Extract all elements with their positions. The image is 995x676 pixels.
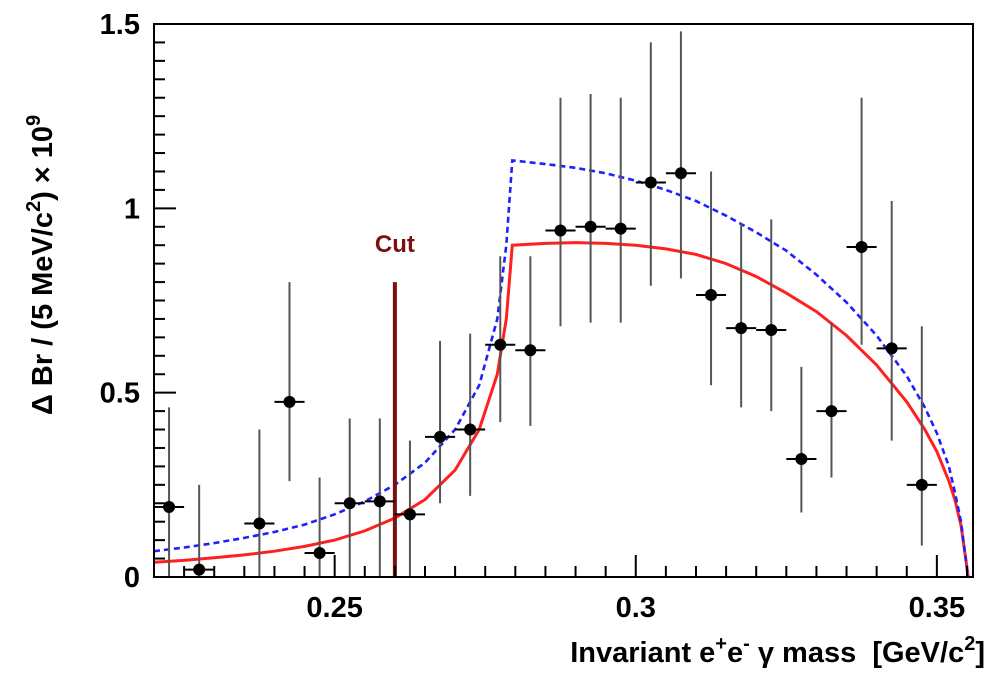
plot-frame <box>153 23 974 578</box>
x-axis-title: Invariant e+e- γ mass [GeV/c2] <box>570 633 985 669</box>
y-title-part: Δ Br / (5 MeV/c <box>27 212 59 415</box>
tick-labels: 0.25 0.3 0.35 0 0.5 1 1.5 <box>100 9 965 624</box>
x-title-part: e <box>727 637 743 669</box>
y-tick-label: 1.5 <box>100 9 140 41</box>
y-title-part: ) × 10 <box>27 126 59 201</box>
data-marker <box>735 322 748 335</box>
x-tick-label: 0.25 <box>306 592 362 624</box>
data-marker <box>373 495 386 508</box>
data-marker <box>705 288 718 301</box>
x-title-sup: - <box>743 633 750 655</box>
data-point <box>846 97 877 345</box>
data-point <box>515 256 546 426</box>
data-point <box>605 97 636 323</box>
data-point <box>334 418 365 577</box>
data-point <box>485 256 516 423</box>
data-point <box>726 223 757 408</box>
plot-content <box>153 31 970 578</box>
data-point <box>665 31 696 279</box>
dashed-curve <box>153 158 970 578</box>
data-marker <box>313 547 326 560</box>
data-marker <box>644 176 657 189</box>
data-marker <box>343 497 356 510</box>
y-axis-title: Δ Br / (5 MeV/c2) × 109 <box>23 115 59 415</box>
data-point <box>154 407 185 577</box>
data-point <box>394 440 425 577</box>
data-point <box>304 477 335 577</box>
x-title-sup: + <box>715 633 727 655</box>
data-marker <box>855 241 868 254</box>
x-title-part: Invariant e <box>570 637 715 669</box>
data-marker <box>464 423 477 436</box>
data-marker <box>674 167 687 180</box>
data-marker <box>434 430 447 443</box>
data-point <box>364 418 395 577</box>
data-point <box>695 171 727 386</box>
data-point <box>455 333 486 496</box>
y-title-sup: 2 <box>23 201 45 212</box>
data-marker <box>494 338 507 351</box>
y-tick-label: 1 <box>124 193 140 225</box>
data-marker <box>765 323 778 336</box>
data-point <box>244 429 275 577</box>
data-point <box>786 366 817 513</box>
y-tick-label: 0.5 <box>100 378 140 410</box>
data-marker <box>403 508 416 521</box>
data-marker <box>554 224 567 237</box>
data-marker <box>253 517 266 530</box>
data-marker <box>885 342 898 355</box>
axis-ticks <box>153 23 968 578</box>
data-marker <box>795 453 808 466</box>
data-point <box>876 200 907 441</box>
data-marker <box>915 478 928 491</box>
x-tick-label: 0.35 <box>909 592 965 624</box>
data-marker <box>193 563 206 576</box>
x-title-sup: 2 <box>964 633 975 655</box>
data-point <box>756 219 787 412</box>
data-marker <box>584 220 597 233</box>
x-title-part: γ mass [GeV/c <box>750 637 964 669</box>
data-marker <box>614 222 627 235</box>
cut-label: Cut <box>375 231 415 258</box>
data-point <box>545 97 576 327</box>
data-point <box>906 326 937 546</box>
data-point <box>635 42 666 286</box>
data-point <box>575 94 606 323</box>
data-marker <box>163 500 176 513</box>
data-point <box>424 341 456 504</box>
y-tick-label: 0 <box>124 562 140 594</box>
data-point <box>816 322 847 478</box>
solid-curve <box>153 241 970 578</box>
x-tick-label: 0.3 <box>616 592 656 624</box>
data-marker <box>825 405 838 418</box>
y-title-sup: 9 <box>23 115 45 126</box>
data-marker <box>524 344 537 357</box>
x-title-part: ] <box>975 637 985 669</box>
data-marker <box>283 395 296 408</box>
data-point <box>184 484 215 577</box>
data-point <box>274 282 305 482</box>
